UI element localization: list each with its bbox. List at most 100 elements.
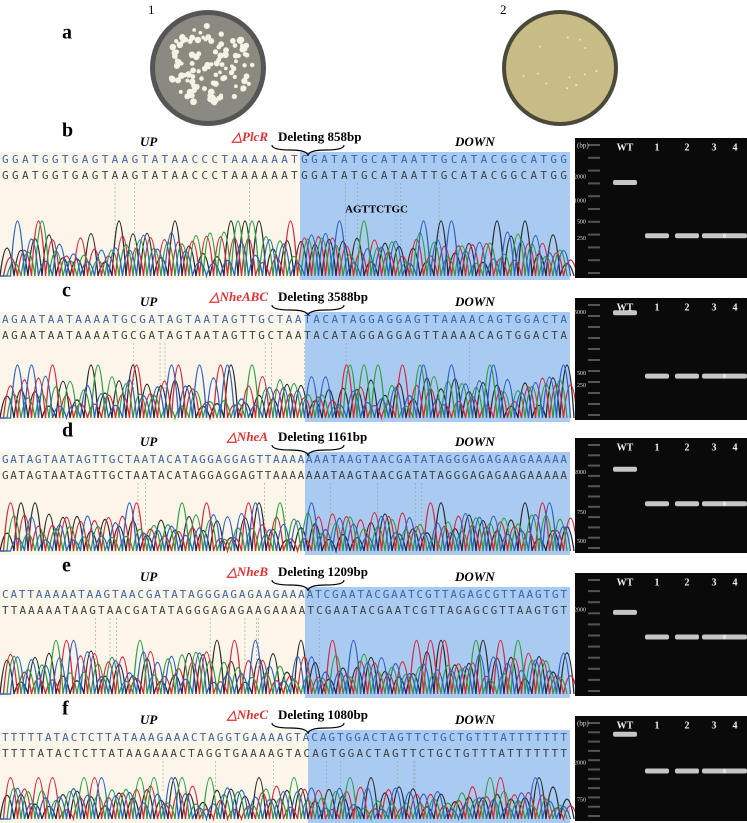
colony xyxy=(231,93,237,100)
ladder-band xyxy=(588,667,600,670)
colony xyxy=(566,87,569,90)
colony xyxy=(178,89,183,94)
gel-band xyxy=(613,609,637,615)
annotation: AGTTCTGC xyxy=(345,204,408,216)
colony xyxy=(212,49,219,55)
up-label: UP xyxy=(140,294,158,309)
colony xyxy=(232,52,239,59)
ladder-band xyxy=(588,348,600,350)
ladder-band xyxy=(588,495,600,498)
lane-label: WT xyxy=(617,302,634,313)
ladder-label: 500 xyxy=(577,371,586,377)
ladder-label: 500 xyxy=(577,219,586,225)
gel-band xyxy=(702,634,726,640)
gene-label: △NheA xyxy=(226,429,268,444)
colony xyxy=(213,72,219,78)
colony xyxy=(236,53,241,58)
colony xyxy=(213,60,220,67)
gel-band xyxy=(675,634,699,640)
sequence-top: GATAGTAATAGTTGCTAATACATAGGAGGAGTTAAAAAAA… xyxy=(2,453,567,466)
chromatogram-trace xyxy=(0,502,568,552)
lane-label: WT xyxy=(617,720,634,731)
ladder-band xyxy=(588,536,600,539)
gel-band xyxy=(702,501,726,507)
colony xyxy=(185,78,190,83)
gel-band xyxy=(702,373,726,379)
ladder-band xyxy=(588,768,600,771)
colony xyxy=(232,43,238,48)
panel-label: d xyxy=(62,420,73,442)
lane-label: WT xyxy=(617,442,634,453)
chromatogram-trace xyxy=(0,777,572,822)
chromatogram-trace xyxy=(0,640,579,695)
ladder-band xyxy=(588,678,600,681)
chromatogram-trace xyxy=(0,364,575,421)
ladder-band xyxy=(588,169,600,172)
ladder-band xyxy=(588,220,600,223)
ladder-band xyxy=(588,326,600,328)
ladder-band xyxy=(588,547,600,549)
ladder-label: 250 xyxy=(577,236,586,242)
colony xyxy=(536,72,539,75)
sequence-bottom: TTAAAAATAAGTAACGATATAGGGAGAGAAGAAAATCGAA… xyxy=(2,604,567,617)
sequence-top: TTTTTATACTCTTATAAAGAAACTAGGTGAAAAGTACAGT… xyxy=(2,731,567,744)
panel-label: c xyxy=(62,280,71,302)
colony xyxy=(223,66,228,71)
down-label: DOWN xyxy=(454,712,495,727)
gel-band xyxy=(645,373,669,379)
brace xyxy=(271,444,345,457)
colony xyxy=(246,81,251,86)
ladder-band xyxy=(588,526,600,529)
colony xyxy=(176,41,184,49)
panel-label: f xyxy=(62,698,69,720)
colony xyxy=(218,70,222,75)
gel-image xyxy=(575,298,747,420)
colony xyxy=(203,37,208,42)
ladder-band xyxy=(588,740,600,743)
ladder-band xyxy=(588,485,600,488)
colony xyxy=(241,77,248,85)
colony xyxy=(174,39,179,44)
ladder-label: 750 xyxy=(577,510,586,516)
up-label: UP xyxy=(140,134,158,149)
colony xyxy=(241,45,248,52)
gel-band xyxy=(702,768,726,774)
chromatogram-trace xyxy=(0,640,572,695)
ladder-band xyxy=(588,337,600,339)
brace xyxy=(271,579,345,592)
colony xyxy=(207,65,211,70)
ladder-band xyxy=(588,805,600,808)
ladder-label: 750 xyxy=(577,797,586,803)
colony xyxy=(545,82,548,85)
colony xyxy=(169,43,177,51)
ladder-band xyxy=(588,259,600,262)
colony xyxy=(583,73,586,76)
gel-band xyxy=(723,634,747,640)
ladder-band xyxy=(588,505,600,508)
gel-image xyxy=(575,138,747,278)
lane-label: 4 xyxy=(733,720,738,731)
colony xyxy=(221,74,228,81)
gel-band xyxy=(645,768,669,774)
colony xyxy=(568,76,571,79)
colony xyxy=(190,74,196,80)
gel-band xyxy=(645,634,669,640)
lane-label: 1 xyxy=(655,577,660,588)
colony xyxy=(212,80,219,87)
colony xyxy=(575,84,578,87)
lane-label: WT xyxy=(617,577,634,588)
colony xyxy=(194,36,202,44)
chromatogram-trace xyxy=(0,502,579,554)
down-label: DOWN xyxy=(454,434,495,449)
colony xyxy=(207,88,215,96)
ladder-band xyxy=(588,370,600,372)
ladder-band xyxy=(588,144,600,146)
ladder-band xyxy=(588,787,600,790)
chromatogram-trace xyxy=(0,364,579,421)
up-label: UP xyxy=(140,434,158,449)
gene-label: △NheABC xyxy=(209,289,269,304)
ladder-band xyxy=(588,612,600,615)
ladder-band xyxy=(588,272,600,274)
colony xyxy=(249,62,255,68)
